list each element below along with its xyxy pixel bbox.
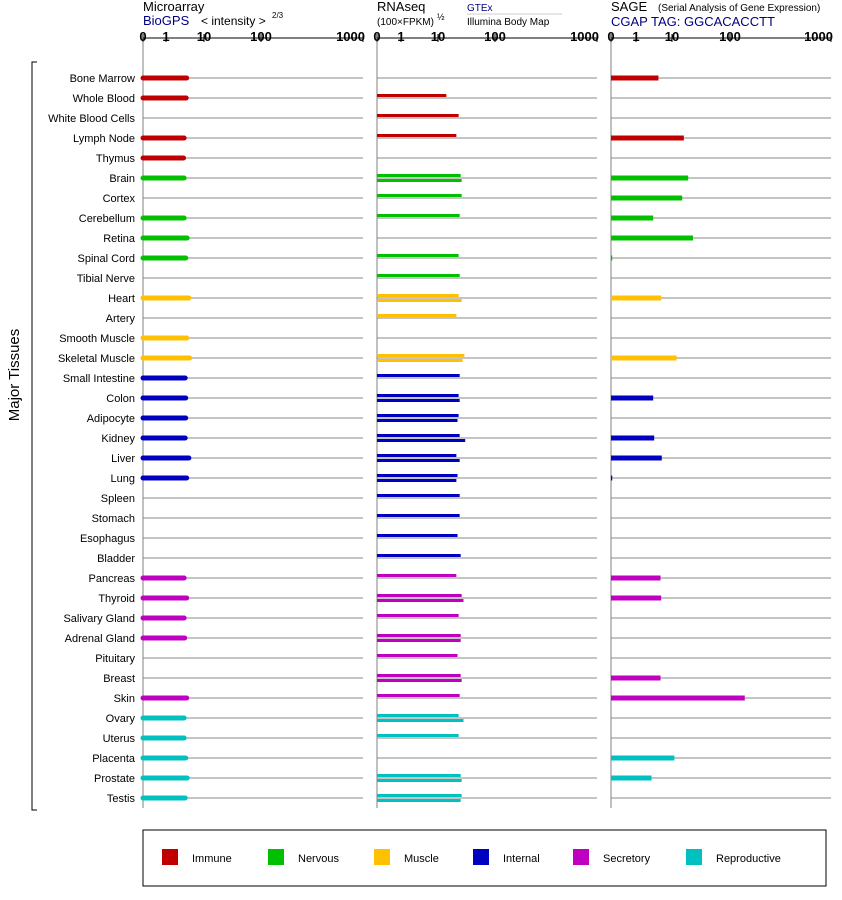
tissue-label: Stomach bbox=[92, 513, 135, 525]
legend: Immune Nervous Muscle Internal Secretory Repr… bbox=[162, 849, 781, 865]
y-axis-label: Major Tissues bbox=[6, 329, 23, 422]
rnaseq-units: (100×FPKM) bbox=[377, 17, 434, 28]
tissue-label: Thymus bbox=[96, 153, 136, 165]
legend-swatch-reproductive bbox=[686, 849, 702, 865]
tissue-label: Whole Blood bbox=[73, 93, 135, 105]
tissue-label: Adipocyte bbox=[87, 413, 135, 425]
microarray-tick-label: 10 bbox=[197, 29, 211, 44]
rnaseq-source-gtex: GTEx bbox=[467, 3, 493, 14]
tissue-label: Liver bbox=[111, 453, 135, 465]
tissue-label: Tibial Nerve bbox=[77, 273, 135, 285]
tissue-label: Artery bbox=[106, 313, 136, 325]
microarray-tick-label: 100 bbox=[250, 29, 272, 44]
sage-tick-label: 0 bbox=[607, 29, 614, 44]
microarray-title: Microarray bbox=[143, 0, 205, 14]
y-axis-group: Major Tissues bbox=[6, 61, 37, 811]
rnaseq-title: RNAseq bbox=[377, 0, 425, 14]
tissue-label: White Blood Cells bbox=[48, 113, 135, 125]
tissue-label: Prostate bbox=[94, 773, 135, 785]
tissue-label: Breast bbox=[103, 673, 135, 685]
tissue-label: Lymph Node bbox=[73, 133, 135, 145]
microarray-tick-label: 1000 bbox=[336, 29, 365, 44]
legend-label-muscle: Muscle bbox=[404, 853, 439, 865]
legend-swatch-internal bbox=[473, 849, 489, 865]
tissue-label: Ovary bbox=[106, 713, 136, 725]
tissue-label: Uterus bbox=[103, 733, 136, 745]
sage-tick-label: 100 bbox=[719, 29, 741, 44]
legend-label-nervous: Nervous bbox=[298, 853, 339, 865]
tissue-label: Small Intestine bbox=[63, 373, 135, 385]
tissue-label: Bladder bbox=[97, 553, 135, 565]
microarray-scale-exponent: 2/3 bbox=[272, 11, 284, 20]
axes-layer: 0 1 10 100 1000 0 1 10 100 1000 0 1 10 100 1000 bbox=[139, 29, 833, 808]
tissue-label: Kidney bbox=[101, 433, 135, 445]
rnaseq-tick-label: 1 bbox=[397, 29, 404, 44]
tissue-label: Cerebellum bbox=[79, 213, 135, 225]
legend-label-internal: Internal bbox=[503, 853, 540, 865]
tissue-label: Thyroid bbox=[98, 593, 135, 605]
tissue-label: Adrenal Gland bbox=[65, 633, 135, 645]
tissue-label: Smooth Muscle bbox=[59, 333, 135, 345]
sage-tick-label: 1 bbox=[632, 29, 639, 44]
tissue-label: Skin bbox=[114, 693, 135, 705]
legend-label-immune: Immune bbox=[192, 853, 232, 865]
microarray-header: Microarray BioGPS < intensity > 2/3 bbox=[143, 0, 284, 28]
rnaseq-tick-label: 1000 bbox=[570, 29, 599, 44]
microarray-tick-label: 0 bbox=[139, 29, 146, 44]
tissue-label: Spleen bbox=[101, 493, 135, 505]
tissue-label: Salivary Gland bbox=[63, 613, 135, 625]
tissue-label: Placenta bbox=[92, 753, 136, 765]
tissue-label: Retina bbox=[103, 233, 136, 245]
tissue-label: Testis bbox=[107, 793, 136, 805]
sage-header: SAGE (Serial Analysis of Gene Expression… bbox=[611, 0, 820, 29]
tissue-label: Lung bbox=[111, 473, 135, 485]
microarray-source: BioGPS bbox=[143, 13, 190, 28]
tissue-label: Spinal Cord bbox=[78, 253, 135, 265]
tissue-label: Pancreas bbox=[89, 573, 136, 585]
tissue-label: Cortex bbox=[103, 193, 136, 205]
microarray-scale-label: < intensity > bbox=[201, 14, 266, 28]
rnaseq-tick-label: 0 bbox=[373, 29, 380, 44]
tissue-label: Pituitary bbox=[95, 653, 135, 665]
tissue-label: Heart bbox=[108, 293, 135, 305]
tissue-label: Colon bbox=[106, 393, 135, 405]
tissue-label: Skeletal Muscle bbox=[58, 353, 135, 365]
rnaseq-header: RNAseq (100×FPKM) ½ GTEx Illumina Body M… bbox=[377, 0, 562, 28]
legend-swatch-muscle bbox=[374, 849, 390, 865]
rows-layer: Bone Marrow Whole Blood White Blood Cells L… bbox=[48, 73, 831, 805]
legend-swatch-immune bbox=[162, 849, 178, 865]
tissue-label: Bone Marrow bbox=[70, 73, 135, 85]
rnaseq-tick-label: 100 bbox=[484, 29, 506, 44]
sage-tick-label: 1000 bbox=[804, 29, 833, 44]
legend-swatch-nervous bbox=[268, 849, 284, 865]
rnaseq-units-exponent: ½ bbox=[437, 12, 445, 22]
tissue-label: Brain bbox=[109, 173, 135, 185]
sage-tick-label: 10 bbox=[665, 29, 679, 44]
sage-title-note: (Serial Analysis of Gene Expression) bbox=[658, 3, 820, 14]
rnaseq-source-illumina: Illumina Body Map bbox=[467, 17, 550, 28]
legend-label-reproductive: Reproductive bbox=[716, 853, 781, 865]
tissue-label: Esophagus bbox=[80, 533, 136, 545]
tissue-bracket bbox=[31, 61, 37, 811]
microarray-tick-label: 1 bbox=[162, 29, 169, 44]
sage-cgap-tag: CGAP TAG: GGCACACCTT bbox=[611, 14, 775, 29]
sage-title: SAGE bbox=[611, 0, 647, 14]
bars-layer bbox=[140, 75, 745, 802]
rnaseq-tick-label: 10 bbox=[431, 29, 445, 44]
legend-label-secretory: Secretory bbox=[603, 853, 651, 865]
legend-swatch-secretory bbox=[573, 849, 589, 865]
